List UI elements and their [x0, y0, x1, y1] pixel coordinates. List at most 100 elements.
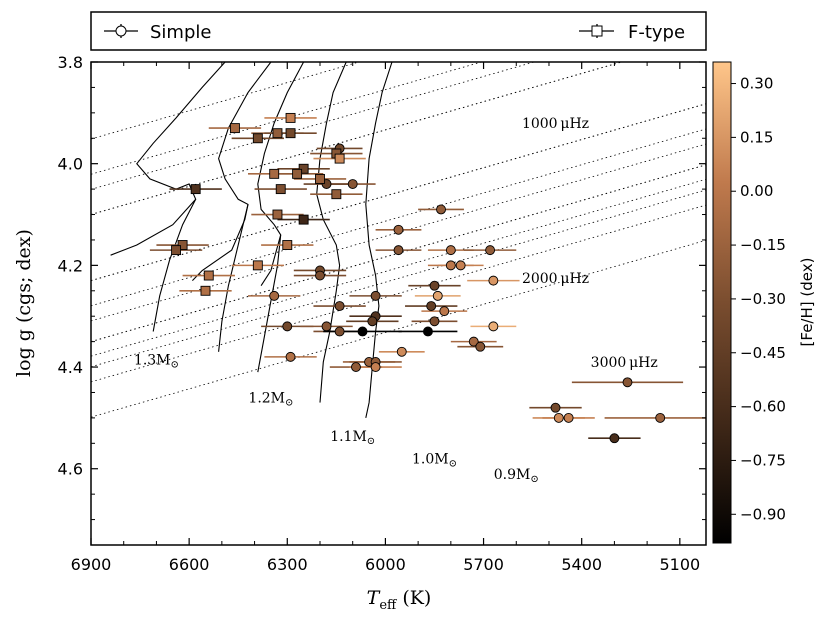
- simple-star-point: [393, 245, 404, 256]
- simple-star-point: [422, 326, 433, 337]
- x-tick-label: 5400: [561, 555, 602, 574]
- evolution-tracks: [110, 62, 393, 419]
- simple-star-point: [357, 326, 368, 337]
- evolution-track: [192, 62, 272, 281]
- simple-star-point: [367, 316, 378, 327]
- x-axis-title-main: T: [367, 587, 381, 609]
- simple-star-point: [315, 270, 325, 281]
- numax-label: 1000 μHz: [522, 116, 589, 132]
- simple-star-point: [609, 433, 620, 444]
- simple-star-point: [285, 351, 296, 362]
- colorbar-tick-label: −0.45: [740, 344, 786, 362]
- numax-label: 3000 μHz: [591, 355, 658, 371]
- simple-star-point: [429, 316, 440, 327]
- colorbar-tick-label: 0.15: [740, 128, 773, 146]
- ftype-star-point: [275, 184, 286, 195]
- colorbar-bar: [712, 61, 732, 544]
- y-axis-ticks: 3.8 4.0 4.2 4.4 4.6: [58, 53, 706, 546]
- ftype-star-point: [285, 128, 296, 139]
- x-axis-title: Teff (K): [367, 587, 432, 613]
- x-tick-label: 6900: [71, 555, 112, 574]
- legend: Simple F-type: [90, 11, 707, 51]
- ftype-star-point: [315, 173, 325, 184]
- colorbar-label: [Fe/H] (dex): [798, 258, 816, 347]
- simple-star-point: [622, 377, 633, 388]
- ftype-star-point: [331, 189, 342, 200]
- simple-star-point: [655, 412, 666, 423]
- legend-ftype-label: F-type: [628, 22, 685, 43]
- numax-label: 2000 μHz: [522, 271, 589, 287]
- colorbar-tick-label: 0.30: [740, 75, 773, 93]
- plot-area: [91, 62, 706, 545]
- simple-star-point: [334, 301, 345, 311]
- track-mass-label: 1.0M⊙: [412, 452, 457, 470]
- ftype-star-point: [272, 209, 283, 220]
- track-mass-label: 1.2M⊙: [248, 391, 293, 409]
- ftype-star-point: [200, 285, 211, 296]
- track-mass-label: 1.3M⊙: [134, 353, 179, 371]
- simple-star-point: [370, 362, 381, 373]
- simple-star-point: [436, 204, 446, 215]
- simple-star-point: [351, 362, 361, 373]
- colorbar-ticks: 0.30 0.15 0.00 −0.15 −0.30 −0.45 −0.60 −0.75 −0.…: [731, 75, 786, 523]
- simple-star-point: [455, 260, 466, 271]
- ftype-star-point: [203, 270, 214, 281]
- colorbar-tick-label: −0.30: [740, 290, 786, 308]
- colorbar-tick-label: 0.00: [740, 182, 773, 200]
- plot-frame: [90, 61, 707, 546]
- colorbar: 0.30 0.15 0.00 −0.15 −0.30 −0.45 −0.60 −0.75 −0.…: [712, 61, 816, 544]
- simple-star-point: [553, 412, 564, 423]
- y-tick-label: 4.6: [58, 460, 83, 479]
- ftype-star-point: [190, 184, 201, 195]
- simple-star-point: [396, 346, 407, 357]
- simple-star-point: [334, 326, 345, 337]
- simple-star-point: [426, 301, 437, 311]
- y-axis-title: log g (cgs; dex): [13, 229, 35, 377]
- numax-line: [91, 204, 706, 383]
- colorbar-tick-label: −0.15: [740, 236, 786, 254]
- ftype-star-point: [269, 168, 280, 179]
- evolution-track: [218, 204, 249, 352]
- ftype-star-point: [292, 168, 303, 179]
- ftype-star-point: [229, 123, 240, 134]
- ftype-star-point: [298, 214, 309, 225]
- evolution-track: [257, 234, 282, 373]
- numax-line: [91, 128, 706, 307]
- ftype-star-point: [252, 260, 263, 271]
- simple-star-point: [269, 290, 280, 301]
- ftype-star-point: [272, 128, 283, 139]
- legend-ftype-marker: [579, 24, 614, 38]
- ftype-star-point: [285, 112, 296, 123]
- y-tick-label: 4.0: [58, 155, 83, 174]
- annotations: 1.3M⊙ 1.2M⊙ 1.1M⊙ 1.0M⊙ 0.9M⊙ 1000 μHz 2000 μH…: [134, 116, 658, 485]
- x-axis-title-sub: eff: [379, 598, 398, 613]
- numax-line: [91, 239, 706, 418]
- y-tick-label: 4.2: [58, 256, 83, 275]
- track-mass-label: 1.1M⊙: [330, 429, 375, 447]
- evolution-track: [110, 62, 226, 256]
- simple-star-point: [475, 341, 486, 352]
- track-mass-label: 0.9M⊙: [494, 467, 539, 485]
- simple-star-point: [488, 275, 499, 286]
- ftype-star-point: [282, 240, 293, 250]
- legend-simple-label: Simple: [150, 22, 211, 43]
- x-tick-label: 5700: [463, 555, 504, 574]
- y-tick-label: 4.4: [58, 358, 83, 377]
- x-tick-label: 6600: [169, 555, 210, 574]
- simple-star-point: [370, 290, 381, 301]
- evolution-track: [152, 199, 197, 332]
- numax-line: [91, 62, 624, 216]
- simple-star-point: [429, 280, 440, 291]
- simple-star-point: [282, 321, 293, 332]
- simple-star-point: [488, 321, 499, 332]
- simple-star-point: [550, 402, 561, 413]
- ftype-star-point: [334, 153, 345, 164]
- simple-star-point: [485, 245, 496, 256]
- evolution-track: [257, 62, 305, 286]
- numax-line: [91, 189, 706, 368]
- simple-star-point: [321, 321, 332, 332]
- simple-star-point: [445, 245, 456, 256]
- simple-star-point: [432, 290, 443, 301]
- numax-line: [91, 178, 706, 357]
